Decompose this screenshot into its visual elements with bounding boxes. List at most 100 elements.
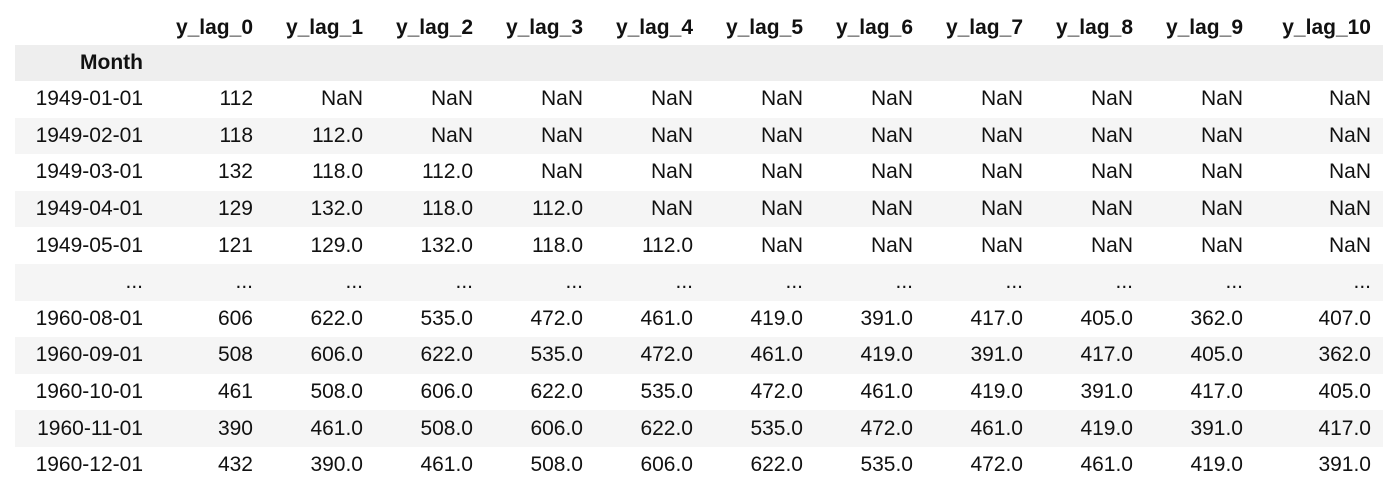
- column-header: y_lag_8: [1035, 8, 1145, 45]
- table-cell: 112: [155, 81, 265, 118]
- table-cell: NaN: [485, 81, 595, 118]
- table-cell: 417.0: [1145, 373, 1255, 411]
- table-cell: 622.0: [705, 446, 815, 484]
- table-cell: NaN: [1145, 227, 1255, 264]
- table-cell: NaN: [1145, 154, 1255, 191]
- column-header: y_lag_0: [155, 8, 265, 45]
- index-header-blank: [595, 44, 705, 81]
- column-header-row: y_lag_0 y_lag_1 y_lag_2 y_lag_3 y_lag_4 y_lag…: [15, 8, 1383, 45]
- corner-cell: [15, 8, 155, 45]
- table-row: 1960-10-01 461 508.0 606.0 622.0 535.0 472.0 46…: [15, 373, 1383, 411]
- table-cell: 112.0: [595, 227, 705, 264]
- table-row: 1960-11-01 390 461.0 508.0 606.0 622.0 535.0 47…: [15, 410, 1383, 447]
- table-cell: 390.0: [265, 446, 375, 484]
- table-cell: 407.0: [1255, 300, 1383, 338]
- table-cell: NaN: [815, 227, 925, 264]
- table-cell: NaN: [1035, 154, 1145, 191]
- index-header-blank: [1035, 44, 1145, 81]
- table-cell: NaN: [1035, 117, 1145, 155]
- table-cell: 417.0: [1255, 410, 1383, 447]
- table-cell: 405.0: [1145, 337, 1255, 374]
- table-row: 1949-04-01 129 132.0 118.0 112.0 NaN NaN NaN NaN…: [15, 190, 1383, 228]
- table-cell: NaN: [265, 81, 375, 118]
- table-cell: NaN: [925, 190, 1035, 228]
- table-cell: NaN: [925, 227, 1035, 264]
- table-cell: 622.0: [595, 410, 705, 447]
- table-cell: NaN: [1145, 81, 1255, 118]
- table-cell: NaN: [815, 154, 925, 191]
- column-header: y_lag_7: [925, 8, 1035, 45]
- dataframe-output: y_lag_0 y_lag_1 y_lag_2 y_lag_3 y_lag_4 y_lag…: [15, 8, 1383, 484]
- table-cell: 132.0: [265, 190, 375, 228]
- table-cell: 508.0: [375, 410, 485, 447]
- table-cell: 419.0: [1145, 446, 1255, 484]
- table-cell: 391.0: [1255, 446, 1383, 484]
- table-cell: NaN: [375, 117, 485, 155]
- table-cell: 606.0: [265, 337, 375, 374]
- table-cell: NaN: [1255, 190, 1383, 228]
- table-cell: NaN: [815, 81, 925, 118]
- table-cell: NaN: [925, 81, 1035, 118]
- table-cell: 472.0: [815, 410, 925, 447]
- table-cell: NaN: [705, 117, 815, 155]
- table-row: 1960-09-01 508 606.0 622.0 535.0 472.0 461.0 41…: [15, 337, 1383, 374]
- table-cell: NaN: [375, 81, 485, 118]
- table-cell: 472.0: [925, 446, 1035, 484]
- table-cell: NaN: [925, 117, 1035, 155]
- table-cell: 390: [155, 410, 265, 447]
- table-cell: 461: [155, 373, 265, 411]
- row-index-cell: 1949-03-01: [15, 154, 155, 191]
- index-header-blank: [815, 44, 925, 81]
- column-header: y_lag_3: [485, 8, 595, 45]
- table-cell: 391.0: [925, 337, 1035, 374]
- table-row: ....................................: [15, 263, 1383, 301]
- index-header-blank: [375, 44, 485, 81]
- table-cell: NaN: [815, 190, 925, 228]
- table-cell: 535.0: [595, 373, 705, 411]
- row-index-cell: 1949-04-01: [15, 190, 155, 228]
- row-index-cell: 1949-02-01: [15, 117, 155, 155]
- table-cell: NaN: [485, 117, 595, 155]
- table-cell: ...: [815, 263, 925, 301]
- table-cell: 508: [155, 337, 265, 374]
- table-cell: 508.0: [265, 373, 375, 411]
- row-index-cell: ...: [15, 263, 155, 301]
- row-index-cell: 1960-12-01: [15, 446, 155, 484]
- table-cell: NaN: [595, 154, 705, 191]
- table-cell: 535.0: [485, 337, 595, 374]
- table-cell: 472.0: [595, 337, 705, 374]
- table-cell: ...: [925, 263, 1035, 301]
- table-cell: 535.0: [815, 446, 925, 484]
- index-header-blank: [925, 44, 1035, 81]
- table-cell: 391.0: [1035, 373, 1145, 411]
- table-cell: NaN: [1255, 154, 1383, 191]
- table-cell: 535.0: [375, 300, 485, 338]
- table-cell: ...: [375, 263, 485, 301]
- table-cell: 508.0: [485, 446, 595, 484]
- index-header-blank: [155, 44, 265, 81]
- table-cell: 461.0: [1035, 446, 1145, 484]
- table-cell: 606.0: [595, 446, 705, 484]
- row-index-cell: 1949-01-01: [15, 81, 155, 118]
- table-cell: 118.0: [485, 227, 595, 264]
- index-name-header: Month: [15, 44, 155, 81]
- table-cell: ...: [705, 263, 815, 301]
- table-cell: 461.0: [815, 373, 925, 411]
- table-cell: 129.0: [265, 227, 375, 264]
- table-cell: 606.0: [375, 373, 485, 411]
- table-cell: 362.0: [1145, 300, 1255, 338]
- table-cell: NaN: [595, 117, 705, 155]
- table-cell: ...: [595, 263, 705, 301]
- table-cell: 112.0: [375, 154, 485, 191]
- table-cell: ...: [1145, 263, 1255, 301]
- table-cell: NaN: [705, 81, 815, 118]
- table-cell: NaN: [595, 190, 705, 228]
- table-cell: 129: [155, 190, 265, 228]
- row-index-cell: 1949-05-01: [15, 227, 155, 264]
- table-cell: 417.0: [925, 300, 1035, 338]
- index-header-blank: [265, 44, 375, 81]
- table-cell: 419.0: [705, 300, 815, 338]
- table-row: 1949-05-01 121 129.0 132.0 118.0 112.0 NaN NaN N…: [15, 227, 1383, 264]
- column-header: y_lag_6: [815, 8, 925, 45]
- row-index-cell: 1960-11-01: [15, 410, 155, 447]
